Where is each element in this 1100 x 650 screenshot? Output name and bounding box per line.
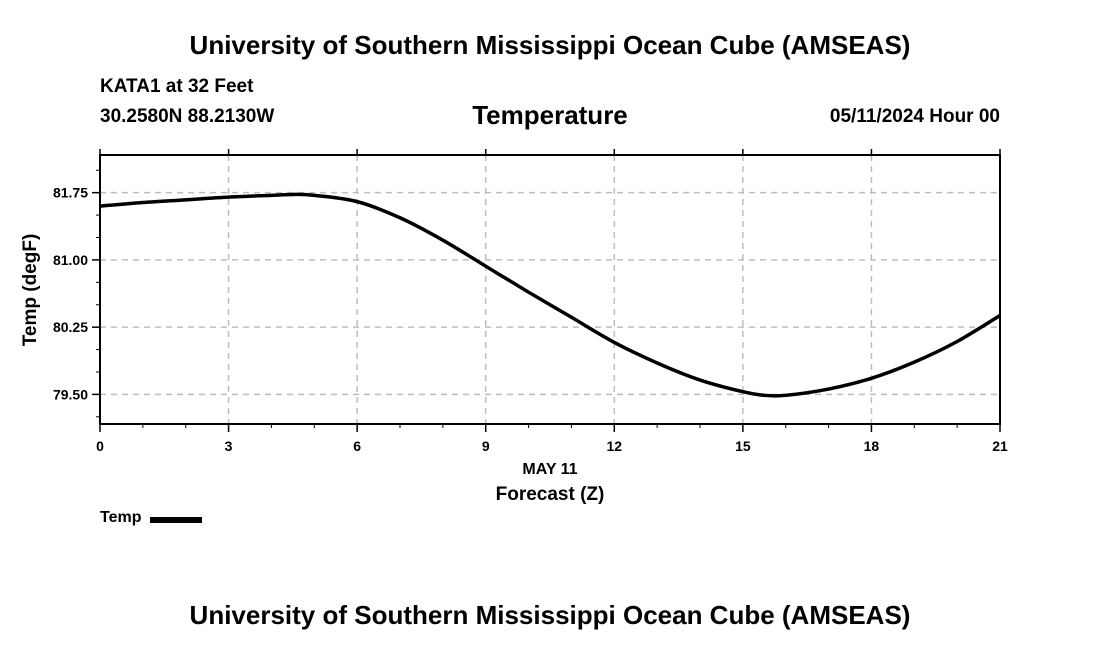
x-tick-label: 0 bbox=[96, 438, 104, 454]
x-tick-label: 15 bbox=[735, 438, 751, 454]
x-tick-label: 12 bbox=[606, 438, 622, 454]
axis-ticks: 0 3 6 9 12 15 18 21 79.50 80.25 81.00 81.75 bbox=[53, 149, 1008, 454]
x-axis-date-label: MAY 11 bbox=[522, 461, 577, 478]
legend-swatch-temp bbox=[150, 516, 203, 523]
x-axis-label: Forecast (Z) bbox=[496, 484, 605, 505]
temp-series-line bbox=[99, 192, 1001, 398]
y-tick-label: 80.25 bbox=[53, 319, 88, 335]
x-tick-label: 9 bbox=[482, 438, 490, 454]
y-tick-label: 81.75 bbox=[53, 185, 88, 201]
x-tick-label: 6 bbox=[353, 438, 361, 454]
x-tick-label: 3 bbox=[225, 438, 233, 454]
y-tick-label: 79.50 bbox=[53, 386, 88, 402]
coordinates-label: 30.2580N 88.2130W bbox=[100, 106, 275, 127]
variable-title: Temperature bbox=[472, 100, 628, 130]
station-label: KATA1 at 32 Feet bbox=[100, 76, 254, 97]
grid bbox=[100, 155, 1000, 424]
legend: Temp bbox=[100, 509, 203, 527]
y-axis-label: Temp (degF) bbox=[20, 234, 41, 347]
y-tick-label: 81.00 bbox=[53, 252, 88, 268]
page-title: University of Southern Mississippi Ocean… bbox=[189, 30, 911, 60]
footer-title: University of Southern Mississippi Ocean… bbox=[189, 600, 911, 630]
legend-label-temp: Temp bbox=[100, 509, 142, 526]
datetime-label: 05/11/2024 Hour 00 bbox=[829, 106, 1000, 127]
x-tick-label: 18 bbox=[864, 438, 880, 454]
plot-frame bbox=[99, 154, 1001, 425]
x-tick-label: 21 bbox=[992, 438, 1008, 454]
